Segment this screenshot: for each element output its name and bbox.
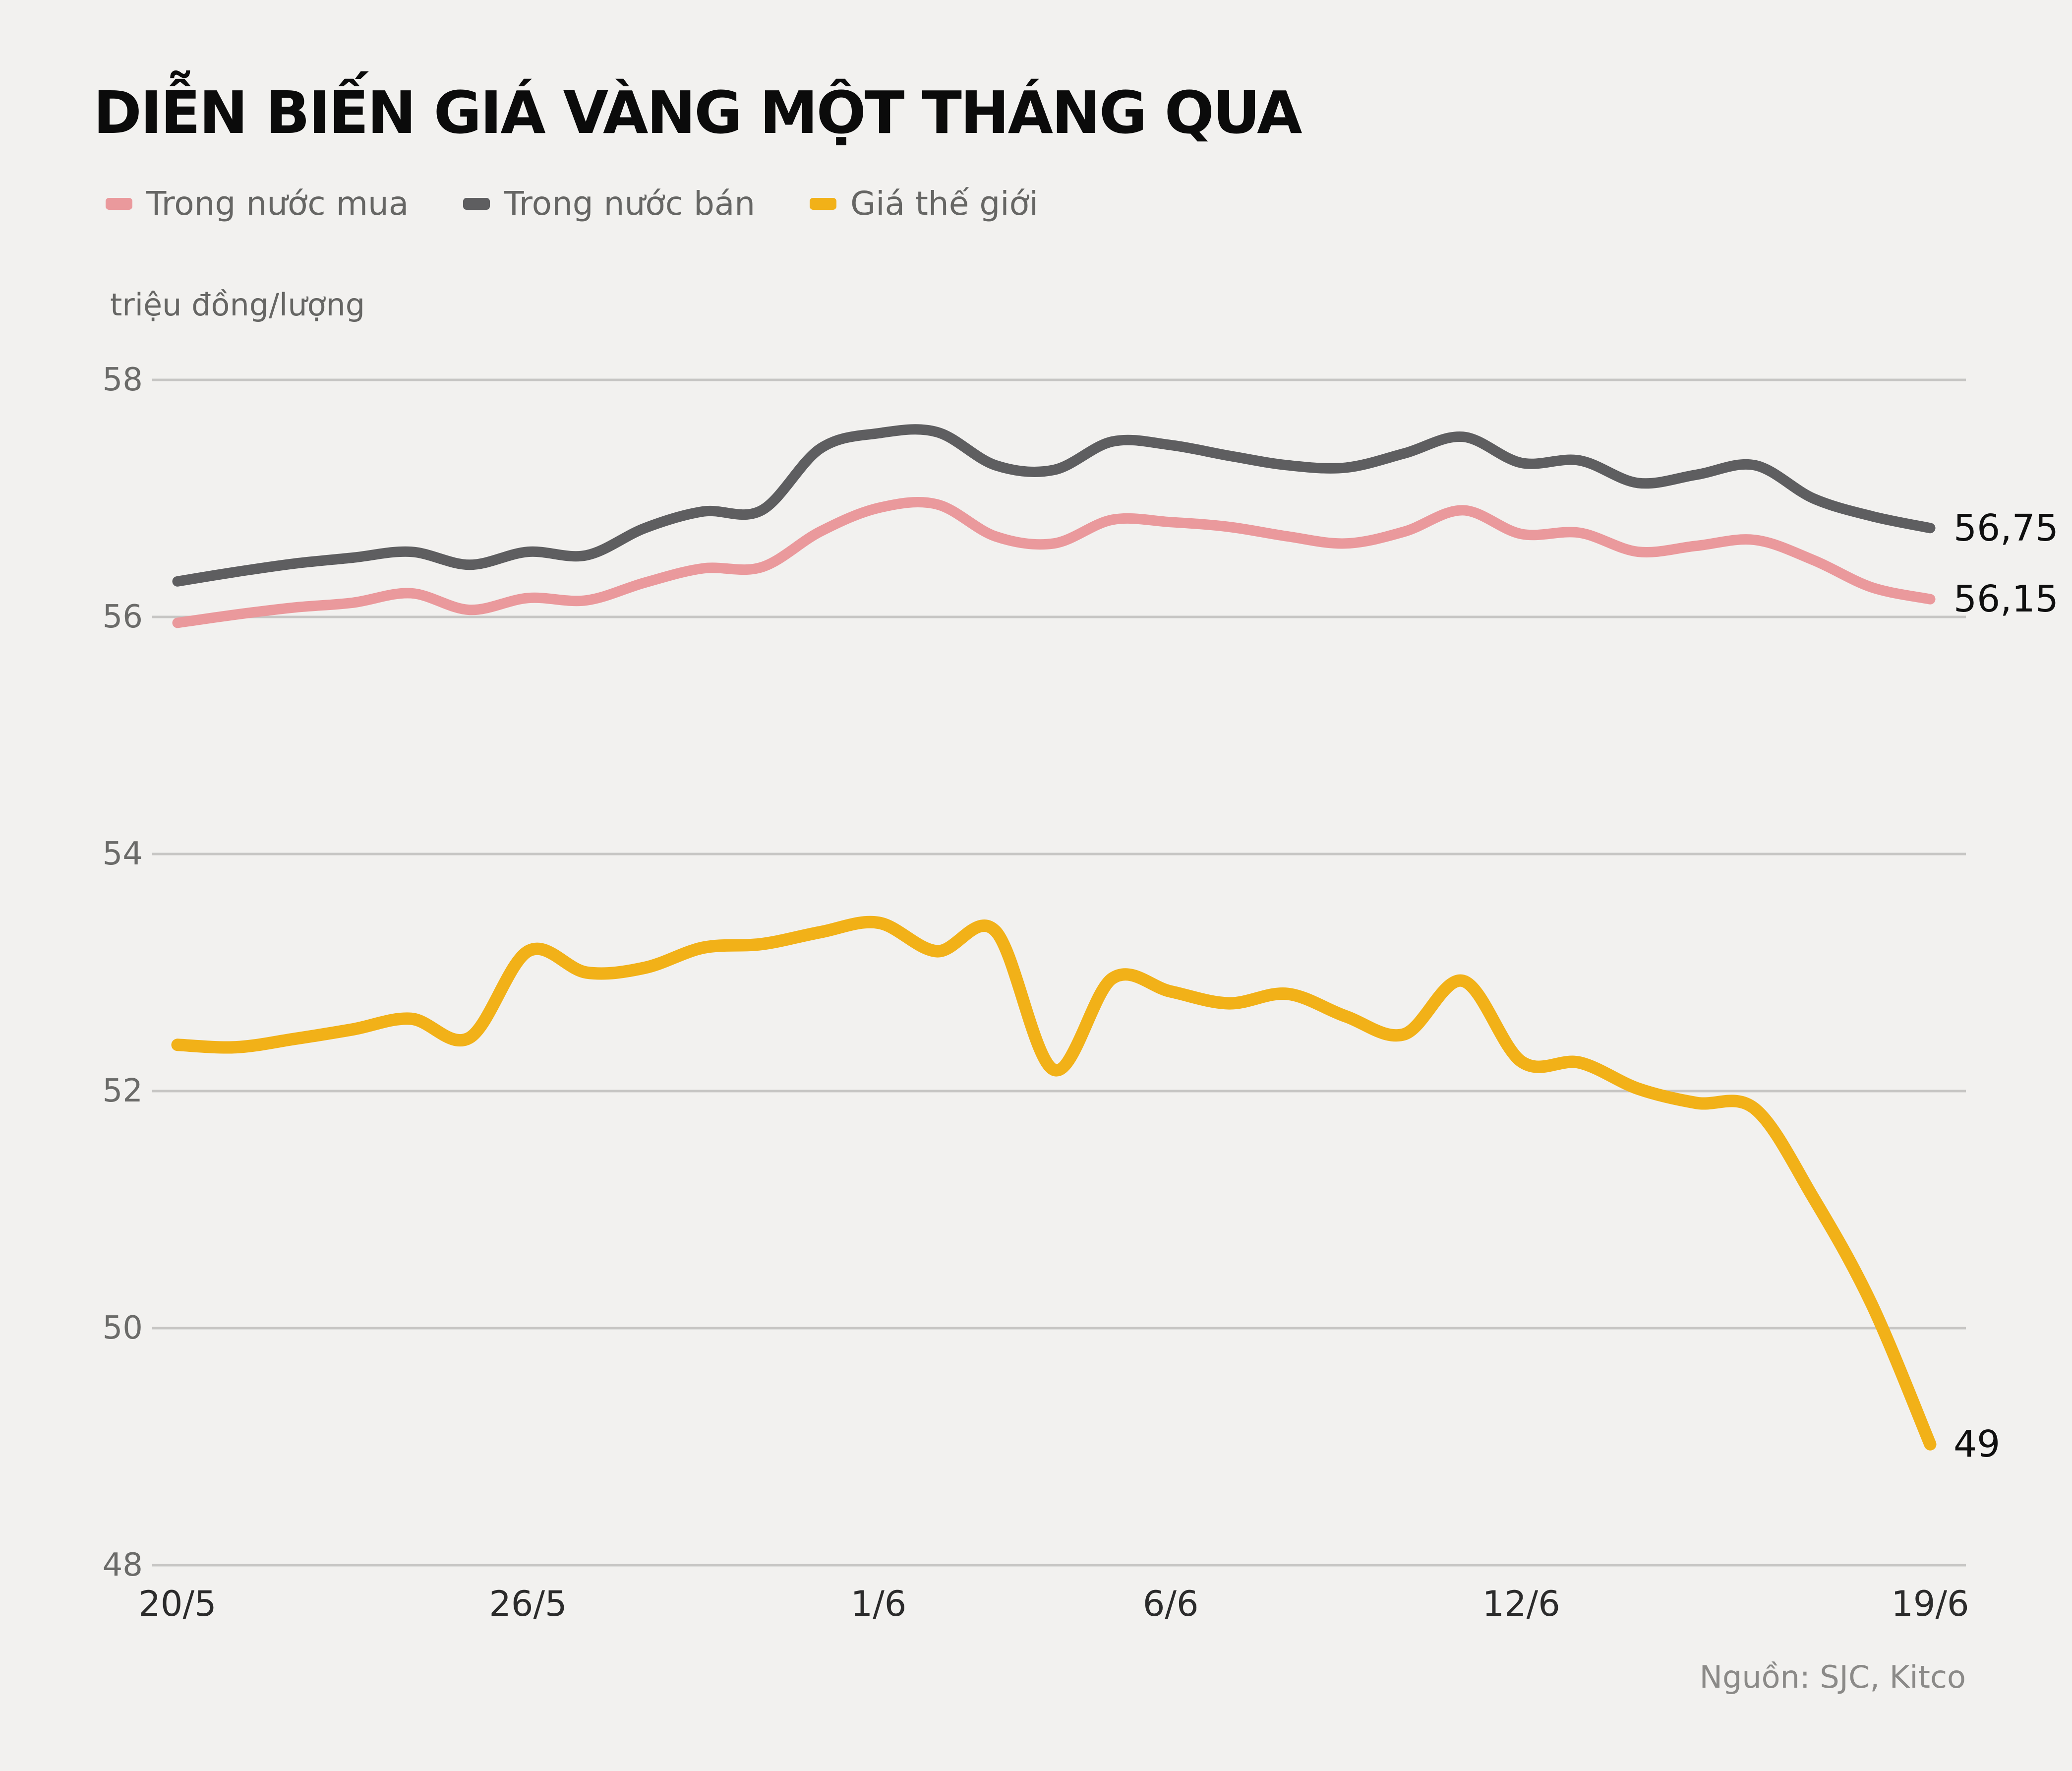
y-tick-label: 52: [103, 1073, 143, 1109]
legend-item-gia-the-gioi: Giá thế giới: [810, 184, 1038, 223]
x-tick-label: 20/5: [138, 1584, 216, 1624]
x-tick-label: 26/5: [489, 1584, 567, 1624]
x-tick-label: 1/6: [851, 1584, 907, 1624]
x-tick-label: 12/6: [1482, 1584, 1560, 1624]
series-end-value-label: 56,75: [1954, 507, 2059, 550]
series-end-value-label: 49: [1954, 1423, 2000, 1466]
series-line-trong-nước-bán: [172, 424, 1936, 587]
legend-item-trong-nuoc-mua: Trong nước mua: [106, 184, 409, 223]
y-axis-unit-label: triệu đồng/lượng: [110, 287, 365, 323]
x-tick-label: 19/6: [1891, 1584, 1969, 1624]
x-tick-label: 6/6: [1143, 1584, 1199, 1624]
y-tick-label: 58: [103, 362, 143, 398]
chart-title: DIỄN BIẾN GIÁ VÀNG MỘT THÁNG QUA: [93, 78, 1302, 147]
y-tick-label: 50: [103, 1310, 143, 1346]
legend-label: Trong nước mua: [146, 184, 409, 223]
y-tick-label: 54: [103, 836, 143, 872]
legend-item-trong-nuoc-ban: Trong nước bán: [463, 184, 755, 223]
source-note: Nguồn: SJC, Kitco: [1699, 1659, 1966, 1695]
series-end-value-label: 56,15: [1954, 578, 2059, 620]
legend-label: Trong nước bán: [504, 184, 756, 223]
legend: Trong nước mua Trong nước bán Giá thế gi…: [106, 184, 1038, 223]
series-line-giá-thế-giới: [171, 916, 1937, 1451]
legend-swatch-gia-the-gioi: [810, 197, 837, 210]
y-tick-label: 56: [103, 599, 143, 635]
legend-swatch-trong-nuoc-ban: [463, 197, 490, 210]
y-tick-label: 48: [103, 1547, 143, 1584]
legend-label: Giá thế giới: [850, 184, 1039, 223]
legend-swatch-trong-nuoc-mua: [106, 197, 132, 210]
series-line-trong-nước-mua: [172, 497, 1936, 628]
